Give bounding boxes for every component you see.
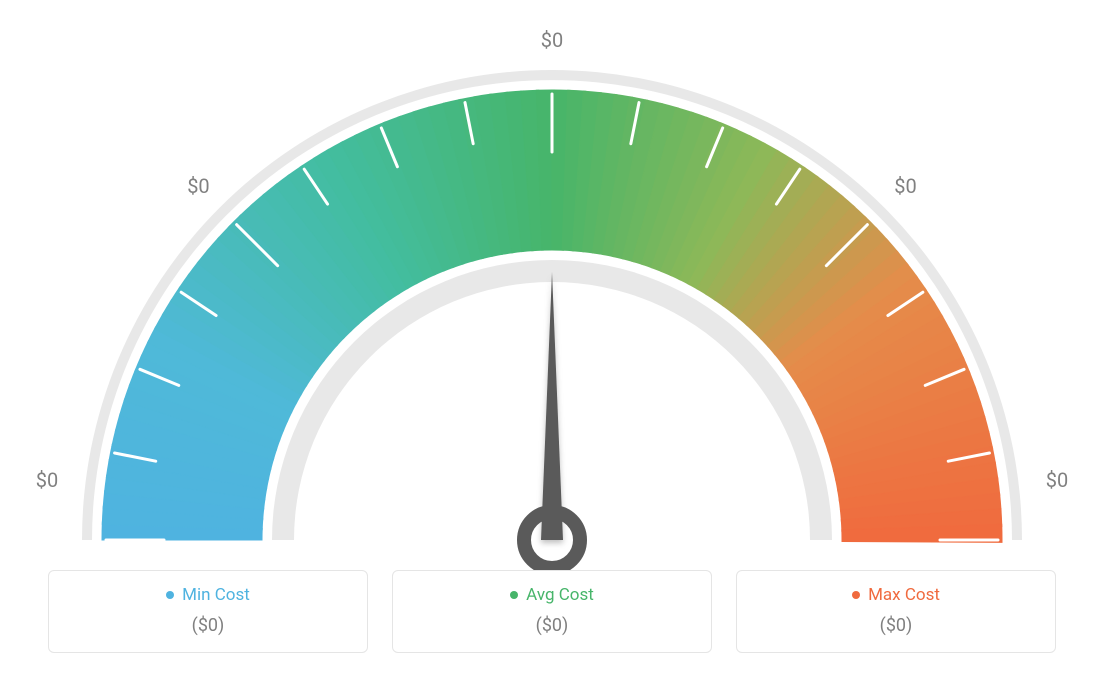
legend-title: Avg Cost [413,585,691,605]
legend-label: Avg Cost [526,585,594,605]
gauge-chart: $0$0$0$0$0 [40,10,1064,570]
legend-dot-icon [510,591,518,599]
gauge-side-label: $0 [36,468,58,492]
gauge-tick-label: $0 [187,174,209,198]
legend-card: Min Cost ($0) [48,570,368,653]
legend-label: Max Cost [868,585,940,605]
gauge-svg [40,10,1064,570]
gauge-side-label: $0 [1046,468,1068,492]
legend-card: Avg Cost ($0) [392,570,712,653]
legend-value: ($0) [69,615,347,636]
legend-card: Max Cost ($0) [736,570,1056,653]
chart-container: $0$0$0$0$0 Min Cost($0)Avg Cost($0)Max C… [0,0,1104,690]
legend-title: Min Cost [69,585,347,605]
legend-title: Max Cost [757,585,1035,605]
gauge-tick-label: $0 [894,174,916,198]
gauge-tick-label: $0 [541,28,563,52]
legend-dot-icon [166,591,174,599]
legend-dot-icon [852,591,860,599]
legend-value: ($0) [413,615,691,636]
legend-value: ($0) [757,615,1035,636]
legend-row: Min Cost ($0) Avg Cost ($0) Max Cost ($0) [40,570,1064,653]
legend-label: Min Cost [182,585,250,605]
